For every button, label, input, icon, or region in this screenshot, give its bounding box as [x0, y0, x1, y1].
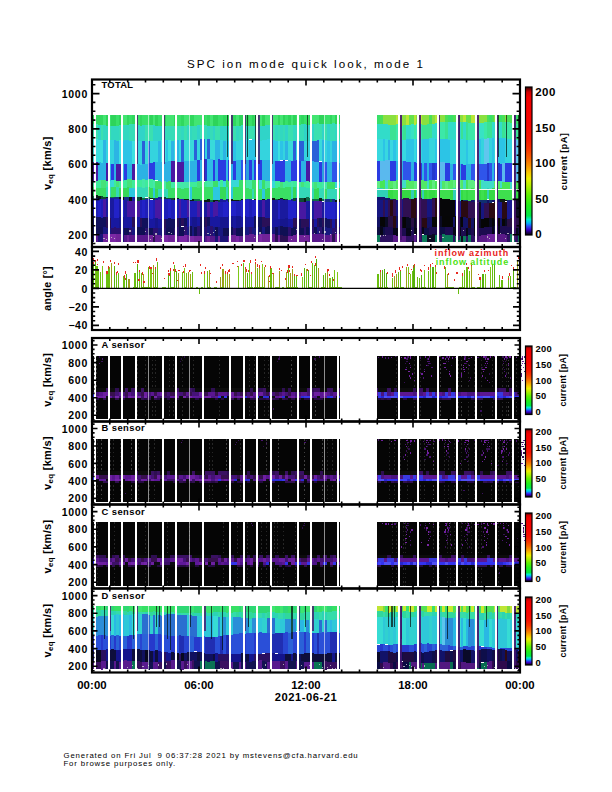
svg-text:1000: 1000	[62, 339, 88, 351]
svg-text:600: 600	[68, 374, 88, 386]
svg-text:200: 200	[536, 594, 553, 605]
svg-text:100: 100	[536, 542, 553, 553]
svg-text:current [pA]: current [pA]	[558, 605, 568, 658]
svg-text:0: 0	[536, 406, 542, 417]
svg-text:800: 800	[68, 440, 88, 452]
svg-text:D sensor: D sensor	[102, 590, 146, 601]
svg-text:current [pA]: current [pA]	[558, 437, 568, 490]
svg-text:0: 0	[82, 283, 88, 295]
svg-text:1000: 1000	[62, 590, 88, 602]
svg-text:12:00: 12:00	[291, 679, 321, 691]
svg-text:800: 800	[68, 523, 88, 535]
svg-text:200: 200	[535, 86, 556, 98]
svg-text:200: 200	[68, 576, 88, 588]
svg-text:current [pA]: current [pA]	[558, 354, 568, 407]
svg-text:inflow altitude: inflow altitude	[436, 257, 509, 267]
svg-text:150: 150	[535, 122, 556, 134]
svg-text:200: 200	[68, 492, 88, 504]
svg-text:200: 200	[536, 343, 553, 354]
svg-text:0: 0	[535, 228, 542, 240]
svg-text:150: 150	[536, 442, 553, 453]
svg-text:100: 100	[536, 457, 553, 468]
svg-text:1000: 1000	[62, 88, 88, 100]
svg-text:50: 50	[536, 557, 547, 568]
svg-text:600: 600	[68, 625, 88, 637]
svg-text:200: 200	[536, 426, 553, 437]
svg-text:06:00: 06:00	[184, 679, 214, 691]
svg-text:600: 600	[68, 458, 88, 470]
svg-text:2021-06-21: 2021-06-21	[275, 691, 338, 703]
svg-text:600: 600	[68, 158, 88, 170]
svg-text:400: 400	[68, 475, 88, 487]
svg-text:TOTAL: TOTAL	[102, 79, 134, 90]
svg-text:200: 200	[68, 229, 88, 241]
svg-text:50: 50	[535, 193, 549, 205]
svg-text:−20: −20	[68, 301, 88, 313]
svg-text:100: 100	[535, 157, 556, 169]
svg-text:1000: 1000	[62, 506, 88, 518]
svg-text:1000: 1000	[62, 423, 88, 435]
svg-text:−40: −40	[68, 319, 88, 331]
svg-text:0: 0	[536, 573, 542, 584]
svg-text:400: 400	[68, 194, 88, 206]
svg-text:20: 20	[75, 264, 88, 276]
svg-text:angle [°]: angle [°]	[41, 266, 53, 311]
svg-text:150: 150	[536, 359, 553, 370]
svg-text:current [pA]: current [pA]	[558, 133, 569, 190]
svg-text:0: 0	[536, 657, 542, 668]
svg-text:800: 800	[68, 123, 88, 135]
svg-text:C sensor: C sensor	[102, 506, 146, 517]
svg-text:800: 800	[68, 607, 88, 619]
svg-text:200: 200	[68, 409, 88, 421]
svg-text:A sensor: A sensor	[102, 339, 145, 350]
svg-text:SPC ion mode quick look, mode: SPC ion mode quick look, mode 1	[187, 57, 425, 70]
svg-text:100: 100	[536, 625, 553, 636]
svg-text:18:00: 18:00	[398, 679, 428, 691]
svg-text:200: 200	[68, 660, 88, 672]
svg-text:800: 800	[68, 357, 88, 369]
svg-text:400: 400	[68, 643, 88, 655]
svg-text:150: 150	[536, 526, 553, 537]
svg-text:50: 50	[536, 641, 547, 652]
svg-text:100: 100	[536, 375, 553, 386]
svg-text:current [pA]: current [pA]	[558, 521, 568, 574]
svg-text:00:00: 00:00	[77, 679, 107, 691]
svg-text:600: 600	[68, 541, 88, 553]
svg-text:400: 400	[68, 559, 88, 571]
svg-text:50: 50	[536, 390, 547, 401]
svg-text:150: 150	[536, 610, 553, 621]
svg-text:0: 0	[536, 489, 542, 500]
svg-text:200: 200	[536, 510, 553, 521]
svg-text:B sensor: B sensor	[102, 422, 146, 433]
svg-text:50: 50	[536, 473, 547, 484]
svg-text:00:00: 00:00	[505, 679, 535, 691]
svg-text:For browse purposes only.: For browse purposes only.	[64, 759, 177, 768]
svg-text:40: 40	[75, 246, 88, 258]
svg-text:400: 400	[68, 392, 88, 404]
